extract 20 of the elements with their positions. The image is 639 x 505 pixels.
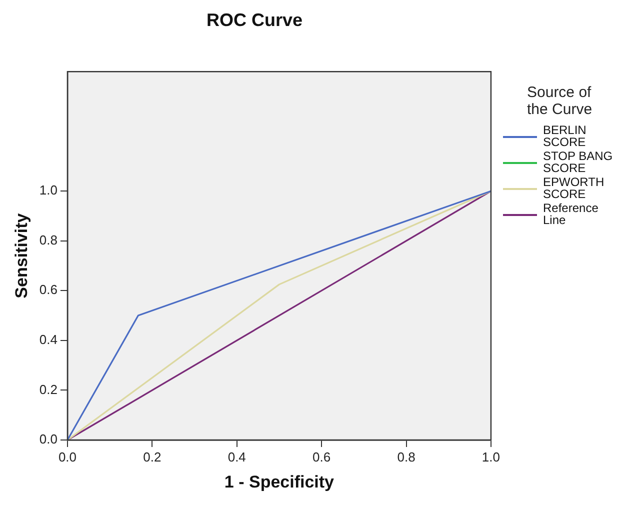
legend-label: EPWORTH SCORE [543, 175, 606, 201]
y-tick-label: 0.0 [39, 432, 58, 447]
chart-title: ROC Curve [206, 10, 303, 30]
y-tick-label: 0.6 [39, 282, 58, 298]
y-axis-title: Sensitivity [12, 212, 31, 298]
x-tick-label: 0.6 [312, 449, 331, 464]
x-tick-label: 0.4 [228, 449, 246, 464]
y-tick-label: 0.8 [39, 232, 58, 248]
legend-label: BERLIN SCORE [543, 123, 588, 149]
y-tick-label: 0.4 [39, 332, 58, 348]
x-axis-title: 1 - Specificity [224, 472, 335, 492]
y-tick-label: 0.2 [39, 382, 58, 397]
y-tick-label: 1.0 [39, 182, 58, 198]
x-tick-label: 0.2 [143, 449, 162, 464]
legend-title: Source of the Curve [527, 84, 594, 118]
x-tick-label: 0.8 [397, 449, 416, 464]
legend-label: Reference Line [543, 201, 600, 227]
legend-label: STOP BANG SCORE [543, 149, 614, 175]
x-tick-label: 1.0 [482, 449, 500, 464]
x-tick-label: 0.0 [58, 449, 77, 464]
